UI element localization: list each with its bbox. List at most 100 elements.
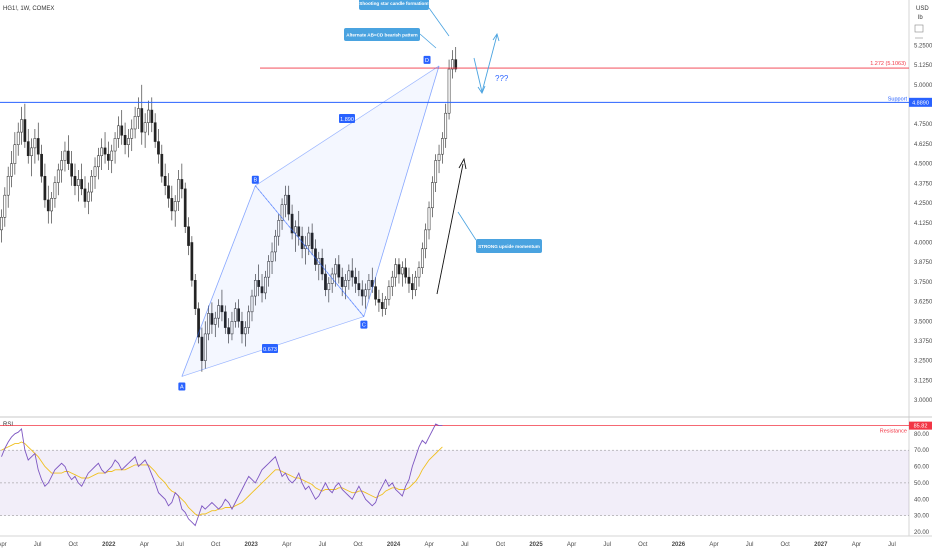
- abcd-box[interactable]: [344, 28, 420, 41]
- time-tick-6: Oct: [211, 542, 221, 548]
- candle-body-84: [280, 204, 284, 221]
- candle-body-74: [247, 311, 251, 328]
- candle-body-25: [83, 188, 87, 202]
- candle-body-18: [60, 160, 63, 171]
- candle-body-6: [20, 119, 23, 133]
- last-price-badge: [909, 97, 932, 107]
- candle-body-110: [367, 280, 371, 291]
- time-tick-15: 2025: [529, 542, 543, 548]
- time-tick-22: Oct: [781, 542, 791, 548]
- rsi-tick-3: 50.00: [914, 481, 930, 487]
- candle-body-45: [150, 109, 154, 123]
- candle-body-73: [243, 327, 247, 335]
- ratio-ac-badge: [262, 344, 278, 353]
- candle-body-24: [80, 179, 84, 190]
- candle-body-9: [30, 147, 33, 157]
- leg-bc-dashed: [255, 185, 365, 317]
- ratio-bd-label: 1.890: [340, 117, 354, 123]
- ratio-bd-badge: [339, 114, 355, 123]
- candle-body-111: [370, 280, 374, 287]
- candle-body-21: [70, 163, 73, 177]
- candle-body-2: [6, 176, 10, 196]
- abc-triangle: [181, 185, 364, 377]
- candle-body-29: [97, 155, 100, 168]
- point-b-badge: [251, 175, 259, 184]
- point-a-badge: [178, 382, 186, 391]
- candle-body-107: [357, 283, 361, 291]
- candle-body-117: [390, 276, 394, 287]
- rsi-last-text: 85.82: [914, 424, 928, 430]
- callout-momentum[interactable]: STRONG upside momentum: [457, 211, 542, 253]
- candle-body-33: [110, 150, 114, 161]
- candle-body-49: [163, 176, 167, 186]
- candle-body-1: [3, 194, 7, 218]
- candle-body-136: [454, 59, 458, 70]
- rsi-last-badge: [909, 421, 932, 430]
- candle-body-81: [270, 251, 274, 262]
- callout-abcd[interactable]: Alternate AB=CD bearish pattern: [344, 28, 437, 49]
- point-c-badge: [360, 320, 368, 329]
- candle-body-127: [424, 229, 428, 250]
- rsi-line: [1, 423, 443, 527]
- candle-body-56: [187, 226, 190, 246]
- candle-body-69: [230, 321, 234, 335]
- price-tick-6: 4.3750: [914, 181, 932, 187]
- candle-body-128: [427, 207, 431, 231]
- price-tick-10: 3.8750: [914, 260, 932, 266]
- shooting-star-pointer: [428, 7, 450, 37]
- candle-body-31: [103, 147, 107, 155]
- price-axis-icons[interactable]: [914, 24, 924, 39]
- camera-icon[interactable]: [914, 24, 924, 33]
- candle-body-40: [133, 116, 137, 130]
- candle-body-112: [374, 286, 377, 300]
- price-tick-17: 3.0000: [914, 398, 932, 404]
- candle-body-55: [183, 188, 187, 227]
- rsi-tick-2: 60.00: [914, 465, 930, 471]
- price-tick-8: 4.1250: [914, 221, 932, 227]
- time-tick-19: 2026: [672, 542, 686, 548]
- candle-body-89: [297, 226, 301, 237]
- callout-shooting-star[interactable]: Shooting star candle formation!: [359, 0, 450, 37]
- candle-body-50: [167, 185, 170, 199]
- candle-body-77: [257, 280, 261, 287]
- candle-body-43: [143, 122, 147, 133]
- candle-body-116: [387, 286, 391, 300]
- candle-body-119: [397, 264, 401, 275]
- leg-ab: [181, 185, 256, 377]
- rsi-axis-ticks: 80.00 70.00 60.00 50.00 40.00 30.00 20.00: [914, 432, 930, 536]
- rsi-tick-4: 40.00: [914, 497, 930, 503]
- candle-body-30: [100, 147, 104, 157]
- time-tick-12: Apr: [425, 542, 434, 548]
- candle-body-121: [404, 267, 407, 278]
- time-tick-21: Jul: [746, 542, 754, 548]
- momentum-box[interactable]: [476, 239, 542, 253]
- shooting-star-box[interactable]: [359, 0, 429, 10]
- candle-body-71: [237, 308, 240, 322]
- point-d-label: D: [425, 58, 429, 64]
- candle-body-124: [414, 276, 418, 291]
- candle-body-20: [66, 150, 70, 164]
- candle-body-118: [394, 264, 397, 278]
- scenario-arrows: [473, 32, 500, 94]
- harmonic-pattern[interactable]: A B C D 1.890 0.673: [178, 55, 440, 391]
- price-tick-12: 3.6250: [914, 300, 932, 306]
- time-tick-18: Oct: [638, 542, 648, 548]
- rsi-tick-0: 80.00: [914, 432, 930, 438]
- time-tick-20: Apr: [709, 542, 718, 548]
- rsi-tick-6: 20.00: [914, 530, 930, 536]
- candle-body-52: [173, 201, 177, 212]
- candle-body-125: [417, 267, 421, 278]
- leg-bd: [255, 65, 440, 187]
- candle-body-42: [140, 108, 144, 133]
- candle-body-65: [217, 305, 220, 319]
- candle-body-12: [40, 153, 43, 177]
- candle-body-63: [210, 313, 214, 325]
- candle-body-72: [240, 321, 244, 335]
- price-axis-ticks: 5.2500 5.1250 5.0000 4.7500 4.6250 4.5000 4.37…: [914, 43, 932, 404]
- candle-body-88: [294, 226, 297, 234]
- price-tick-1: 5.1250: [914, 63, 932, 69]
- candle-body-67: [223, 311, 227, 328]
- price-tick-14: 3.3750: [914, 339, 932, 345]
- candle-body-64: [213, 317, 217, 325]
- price-tick-2: 5.0000: [914, 83, 932, 89]
